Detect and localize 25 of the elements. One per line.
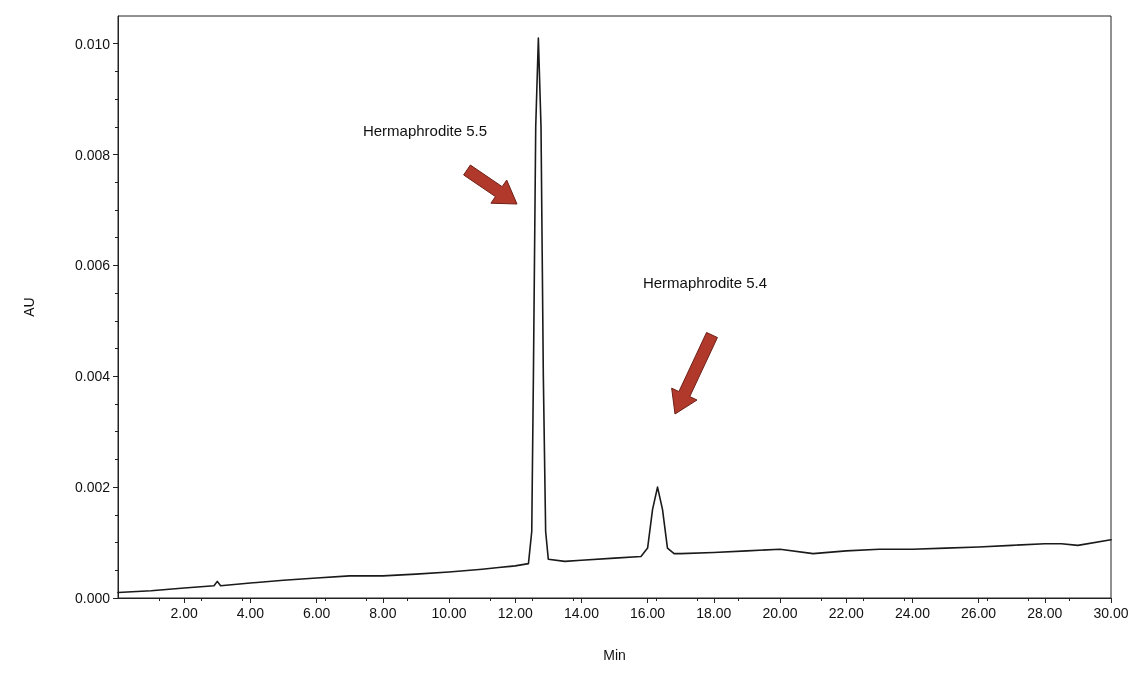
x-axis-title: Min (603, 647, 626, 663)
x-tick-label: 16.00 (630, 605, 666, 621)
x-tick-label: 30.00 (1093, 605, 1129, 621)
x-tick-label: 12.00 (497, 605, 533, 621)
y-tick-label: 0.006 (74, 257, 111, 274)
y-tick-label: 0.010 (74, 35, 111, 52)
y-tick-label: 0.000 (74, 590, 111, 606)
annotation: Hermaphrodite 5.4 (642, 273, 768, 291)
x-tick-label: 26.00 (961, 605, 997, 621)
x-tick-label: 4.00 (236, 605, 265, 621)
x-tick-label: 22.00 (828, 605, 864, 621)
x-tick-label: 28.00 (1027, 605, 1063, 621)
x-tick-label: 6.00 (302, 605, 331, 621)
x-tick-label: 18.00 (696, 605, 732, 621)
x-tick-label: 14.00 (563, 605, 600, 621)
annotation: Hermaphrodite 5.5 (362, 121, 488, 139)
y-axis-title: AU (21, 297, 37, 317)
x-tick-label: 20.00 (762, 605, 798, 621)
x-tick-label: 2.00 (170, 605, 199, 621)
x-tick-label: 24.00 (894, 605, 931, 621)
x-tick-label: 8.00 (369, 605, 397, 621)
y-tick-label: 0.004 (74, 368, 111, 385)
y-tick-label: 0.002 (74, 479, 111, 496)
x-tick-label: 10.00 (431, 605, 467, 621)
y-tick-label: 0.008 (74, 146, 111, 163)
